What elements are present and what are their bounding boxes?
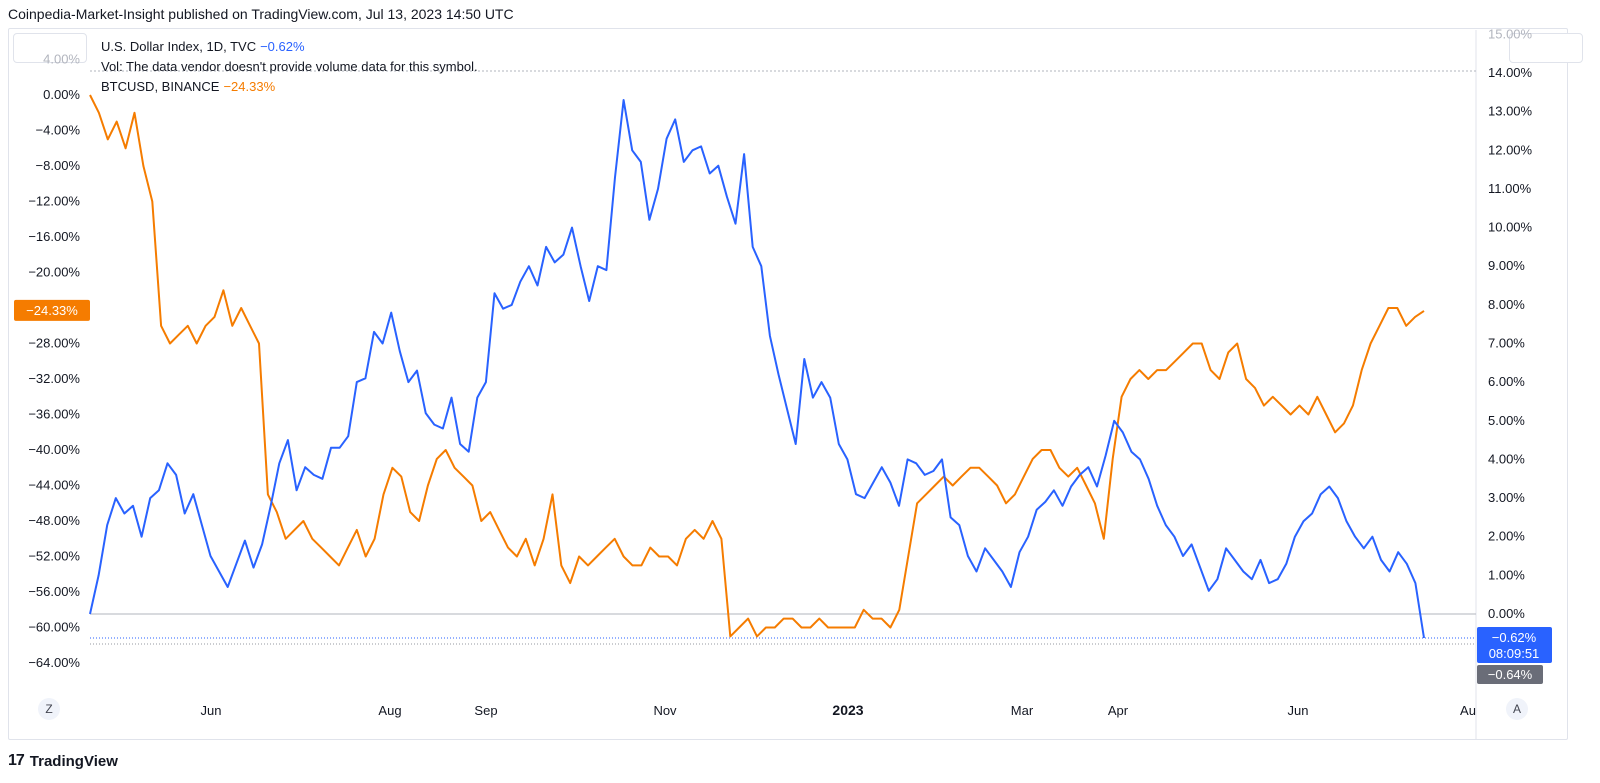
- legend-btc-change: −24.33%: [223, 79, 276, 94]
- x-axis-tick: Sep: [474, 703, 497, 718]
- legend-btc[interactable]: BTCUSD, BINANCE −24.33%: [101, 79, 275, 94]
- right-axis-tick: 6.00%: [1488, 374, 1525, 389]
- usd-countdown-label: 08:09:51: [1489, 646, 1540, 661]
- x-axis-tick: Au: [1460, 703, 1476, 718]
- left-axis-tick: −60.00%: [28, 620, 80, 635]
- tradingview-logo-icon: 17: [8, 752, 25, 769]
- right-axis-tick: 11.00%: [1488, 181, 1532, 196]
- right-axis-tick: 5.00%: [1488, 413, 1525, 428]
- x-axis-tick: Jun: [201, 703, 222, 718]
- left-axis-tick-partial: 4.00%: [43, 52, 80, 67]
- x-axis-tick: Nov: [653, 703, 677, 718]
- usd-series-line[interactable]: [89, 99, 1425, 639]
- tradingview-brand: TradingView: [29, 752, 118, 770]
- left-axis-tick: −12.00%: [28, 194, 80, 209]
- right-axis-tick: 13.00%: [1488, 104, 1533, 119]
- right-axis-tick: 0.00%: [1488, 606, 1525, 621]
- left-axis-tick: −16.00%: [28, 229, 80, 244]
- btc-last-value-badge: [14, 299, 90, 321]
- right-axis-tick: 2.00%: [1488, 529, 1525, 544]
- secondary-value-badge: [1477, 664, 1543, 684]
- right-axis-top-box: [1509, 33, 1583, 63]
- x-axis-tick: Aug: [378, 703, 401, 718]
- tradingview-footer[interactable]: 17 TradingView: [8, 752, 118, 770]
- right-axis-tick: 7.00%: [1488, 336, 1525, 351]
- right-axis-tick: 3.00%: [1488, 490, 1525, 505]
- x-axis-tick: Jun: [1288, 703, 1309, 718]
- left-axis-tick: −56.00%: [28, 584, 80, 599]
- legend-btc-label: BTCUSD, BINANCE: [101, 79, 220, 94]
- x-axis-tick: 2023: [832, 702, 863, 718]
- left-axis-tick: −64.00%: [28, 655, 80, 670]
- left-axis-tick: −40.00%: [28, 442, 80, 457]
- left-axis-tick: −8.00%: [36, 158, 81, 173]
- legend-volume-note: Vol: The data vendor doesn't provide vol…: [101, 59, 478, 74]
- chart-frame: [8, 28, 1568, 740]
- btc-last-value-label: −24.33%: [26, 303, 78, 318]
- right-axis-tick: 1.00%: [1488, 567, 1525, 582]
- right-axis-tick: 14.00%: [1488, 65, 1533, 80]
- btc-series-line[interactable]: [89, 94, 1425, 638]
- usd-last-value-badge: [1477, 626, 1552, 663]
- left-axis-tick: −20.00%: [28, 265, 80, 280]
- right-axis-tick: 9.00%: [1488, 258, 1525, 273]
- x-axis-tick: Apr: [1108, 703, 1129, 718]
- secondary-value-label: −0.64%: [1488, 667, 1533, 682]
- left-axis-tick: −48.00%: [28, 513, 80, 528]
- right-axis-tick: 8.00%: [1488, 297, 1525, 312]
- left-axis-tick: −36.00%: [28, 407, 80, 422]
- left-axis-tick: −28.00%: [28, 336, 80, 351]
- left-axis-tick: 0.00%: [43, 87, 80, 102]
- auto-scale-button[interactable]: A: [1506, 698, 1528, 720]
- right-axis-tick: 4.00%: [1488, 451, 1525, 466]
- legend-usd-change: −0.62%: [260, 39, 305, 54]
- legend-usd-label: U.S. Dollar Index, 1D, TVC: [101, 39, 257, 54]
- left-axis-top-box: [13, 33, 87, 63]
- left-axis-tick: −32.00%: [28, 371, 80, 386]
- right-axis-tick: 12.00%: [1488, 142, 1533, 157]
- left-axis-tick: −52.00%: [28, 549, 80, 564]
- left-axis-tick: −4.00%: [36, 123, 81, 138]
- legend-usd[interactable]: U.S. Dollar Index, 1D, TVC −0.62%: [101, 39, 305, 54]
- publisher-header: Coinpedia-Market-Insight published on Tr…: [8, 6, 514, 22]
- usd-last-value-label: −0.62%: [1492, 630, 1537, 645]
- right-axis-tick-partial: 15.00%: [1488, 26, 1533, 41]
- left-axis-tick: −44.00%: [28, 478, 80, 493]
- zoom-auto-left-button[interactable]: Z: [38, 698, 60, 720]
- x-axis-tick: Mar: [1011, 703, 1034, 718]
- right-axis-tick: 10.00%: [1488, 220, 1533, 235]
